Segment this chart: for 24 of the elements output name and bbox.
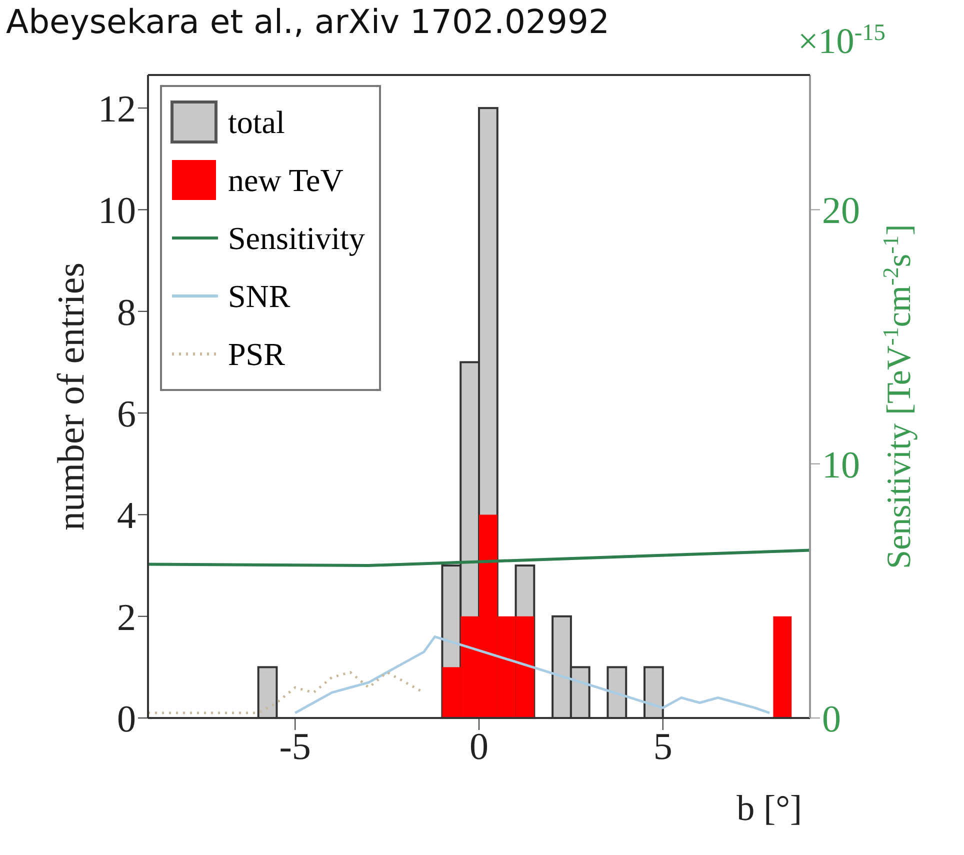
y-tick-label: 0 [117, 698, 136, 740]
y-tick-label: 6 [117, 394, 136, 436]
x-tick-label: 0 [470, 726, 488, 768]
y-tick-label: 10 [98, 190, 136, 232]
y2-tick-label: 10 [822, 444, 860, 486]
y2-tick-label: 0 [822, 698, 841, 740]
legend-label: new TeV [228, 162, 344, 198]
y-tick-label: 4 [117, 495, 136, 538]
line-series [294, 635, 771, 714]
y-tick-label: 12 [98, 88, 136, 131]
y2-tick-label: 20 [822, 190, 860, 232]
legend-label: PSR [228, 336, 285, 372]
legend-label: total [228, 104, 285, 140]
x-axis-title: b [°] [736, 788, 802, 828]
legend-label: SNR [228, 278, 290, 314]
x-tick-label: 5 [653, 726, 672, 768]
text: Abeysekara et al., arXiv 1702.02992 [6, 2, 610, 41]
line-series [148, 548, 810, 568]
text: ×10$^{-15}$ [798, 20, 886, 61]
x-tick-label: -5 [279, 726, 311, 768]
legend-label: Sensitivity [228, 220, 365, 256]
y-tick-label: 2 [117, 596, 136, 639]
y-axis-title: number of entries [50, 262, 92, 531]
y-tick-label: 8 [117, 292, 136, 334]
